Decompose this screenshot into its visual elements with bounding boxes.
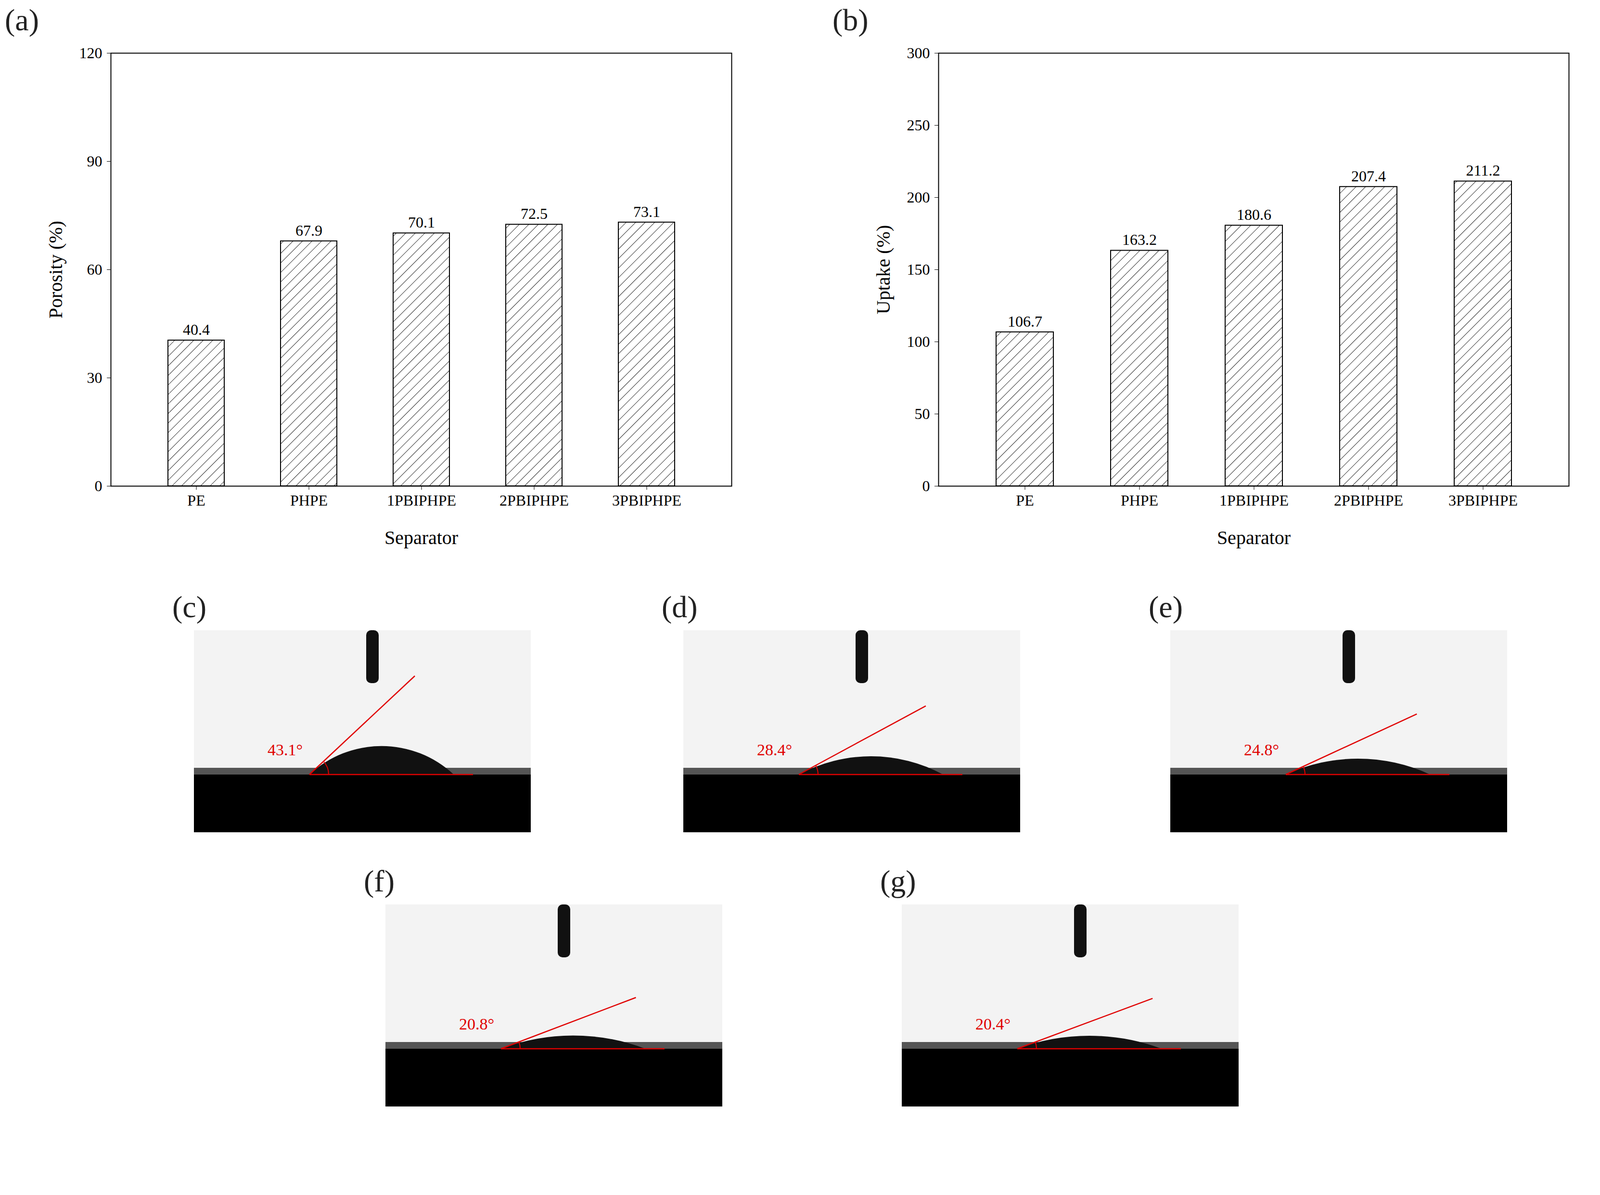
svg-text:3PBIPHPE: 3PBIPHPE (612, 491, 682, 510)
svg-text:28.4°: 28.4° (756, 741, 793, 759)
svg-text:72.5: 72.5 (520, 204, 548, 223)
svg-text:Uptake (%): Uptake (%) (872, 225, 895, 315)
svg-text:PHPE: PHPE (290, 491, 328, 510)
svg-text:207.4: 207.4 (1351, 167, 1386, 185)
svg-text:100: 100 (907, 332, 931, 351)
svg-text:0: 0 (94, 477, 103, 495)
svg-text:3PBIPHPE: 3PBIPHPE (1448, 491, 1518, 510)
svg-text:67.9: 67.9 (295, 221, 323, 239)
svg-text:24.8°: 24.8° (1243, 741, 1280, 759)
svg-text:73.1: 73.1 (633, 202, 661, 220)
svg-text:30: 30 (87, 369, 103, 387)
svg-text:163.2: 163.2 (1122, 230, 1157, 249)
html-text:(d): (d) (661, 589, 698, 625)
svg-text:43.1°: 43.1° (267, 741, 303, 759)
html-text:(a): (a) (4, 2, 39, 38)
svg-text:2PBIPHPE: 2PBIPHPE (1333, 491, 1404, 510)
svg-text:90: 90 (87, 152, 103, 170)
svg-text:211.2: 211.2 (1466, 161, 1501, 180)
svg-text:PE: PE (187, 491, 205, 510)
svg-text:20.8°: 20.8° (459, 1015, 495, 1034)
svg-text:150: 150 (907, 260, 931, 279)
svg-text:1PBIPHPE: 1PBIPHPE (386, 491, 457, 510)
html-text:(c): (c) (172, 589, 207, 625)
svg-text:40.4: 40.4 (182, 320, 210, 339)
svg-text:0: 0 (922, 477, 931, 495)
svg-text:Separator: Separator (1216, 526, 1291, 549)
svg-text:Separator: Separator (384, 526, 459, 549)
svg-text:50: 50 (914, 405, 931, 423)
html-text:(e): (e) (1148, 589, 1183, 625)
svg-text:70.1: 70.1 (408, 213, 436, 231)
svg-text:20.4°: 20.4° (975, 1015, 1011, 1034)
svg-text:180.6: 180.6 (1236, 205, 1272, 224)
svg-text:300: 300 (907, 44, 931, 62)
html-text:(f): (f) (363, 864, 395, 899)
html-text:(b): (b) (832, 2, 869, 38)
svg-text:1PBIPHPE: 1PBIPHPE (1219, 491, 1289, 510)
svg-text:200: 200 (907, 188, 931, 206)
svg-text:PHPE: PHPE (1120, 491, 1159, 510)
svg-text:60: 60 (87, 260, 103, 279)
svg-text:2PBIPHPE: 2PBIPHPE (499, 491, 569, 510)
svg-text:120: 120 (79, 44, 103, 62)
html-text:(g): (g) (880, 864, 917, 899)
svg-text:PE: PE (1015, 491, 1034, 510)
svg-text:Porosity (%): Porosity (%) (44, 220, 67, 319)
svg-text:106.7: 106.7 (1007, 312, 1043, 331)
svg-text:250: 250 (907, 116, 931, 134)
